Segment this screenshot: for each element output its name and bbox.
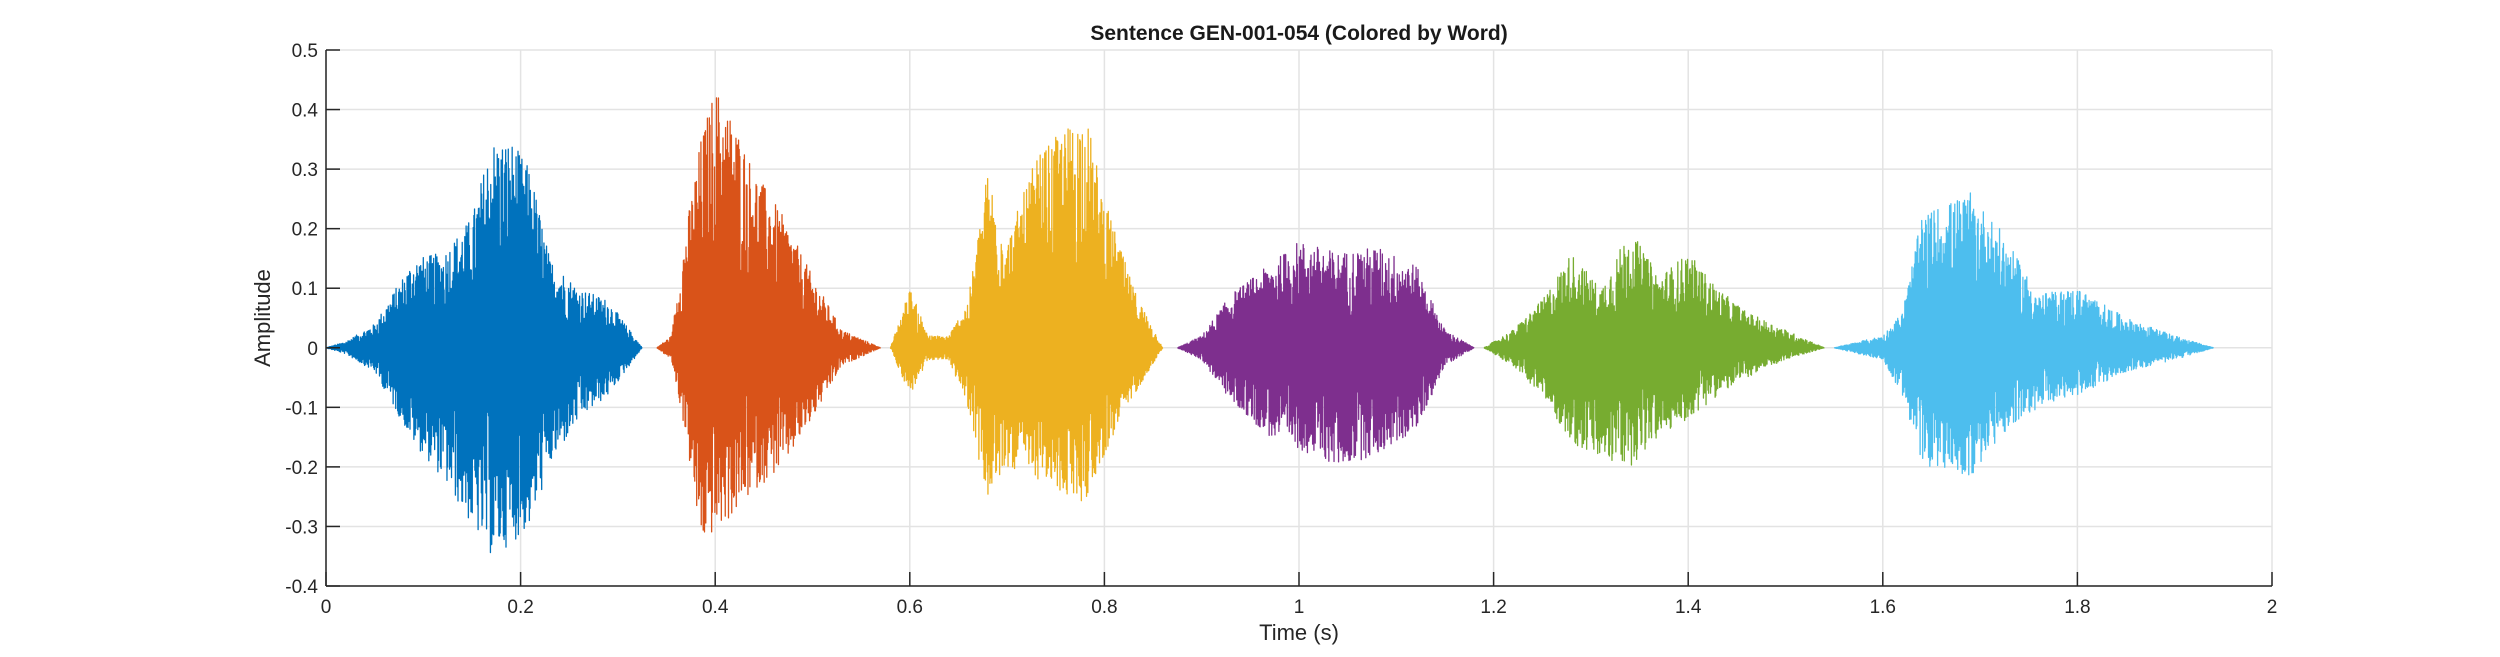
y-tick-label: 0.4 (292, 101, 319, 122)
y-tick-label: -0.1 (285, 398, 318, 419)
y-tick-label: -0.4 (285, 577, 318, 598)
y-tick-label: 0.2 (292, 220, 318, 241)
x-tick-label: 0.2 (507, 597, 533, 618)
waveform-word-6 (1833, 192, 2214, 476)
y-tick-label: 0 (307, 339, 318, 360)
waveform-series (325, 97, 2214, 554)
x-tick-label: 1.6 (1870, 597, 1896, 618)
x-tick-label: 1 (1294, 597, 1305, 618)
y-tick-label: -0.3 (285, 517, 318, 538)
y-tick-label: 0.1 (292, 279, 318, 300)
x-tick-label: 1.4 (1675, 597, 1702, 618)
x-tick-label: 0.8 (1091, 597, 1117, 618)
x-tick-label: 1.2 (1480, 597, 1506, 618)
waveform-word-4 (1177, 243, 1475, 463)
waveform-word-1 (325, 146, 643, 554)
y-tick-label: 0.3 (292, 160, 318, 181)
x-tick-label: 0 (321, 597, 332, 618)
x-tick-label: 0.4 (702, 597, 729, 618)
x-tick-label: 0.6 (897, 597, 923, 618)
waveform-word-2 (656, 97, 881, 533)
y-axis-label: Amplitude (250, 269, 275, 367)
waveform-word-3 (889, 128, 1164, 502)
x-tick-label: 2 (2267, 597, 2278, 618)
x-axis-label: Time (s) (1259, 620, 1339, 645)
x-tick-label: 1.8 (2064, 597, 2090, 618)
chart-title: Sentence GEN-001-054 (Colored by Word) (1090, 22, 1507, 45)
y-tick-label: 0.5 (292, 41, 318, 62)
ticks: 0 0.2 0.4 0.6 0.8 1 1.2 1.4 1.6 1.8 2 -0.4 -0.3 -0.2 -… (285, 41, 2277, 618)
y-tick-label: -0.2 (285, 458, 318, 479)
waveform-word-5 (1483, 241, 1825, 466)
